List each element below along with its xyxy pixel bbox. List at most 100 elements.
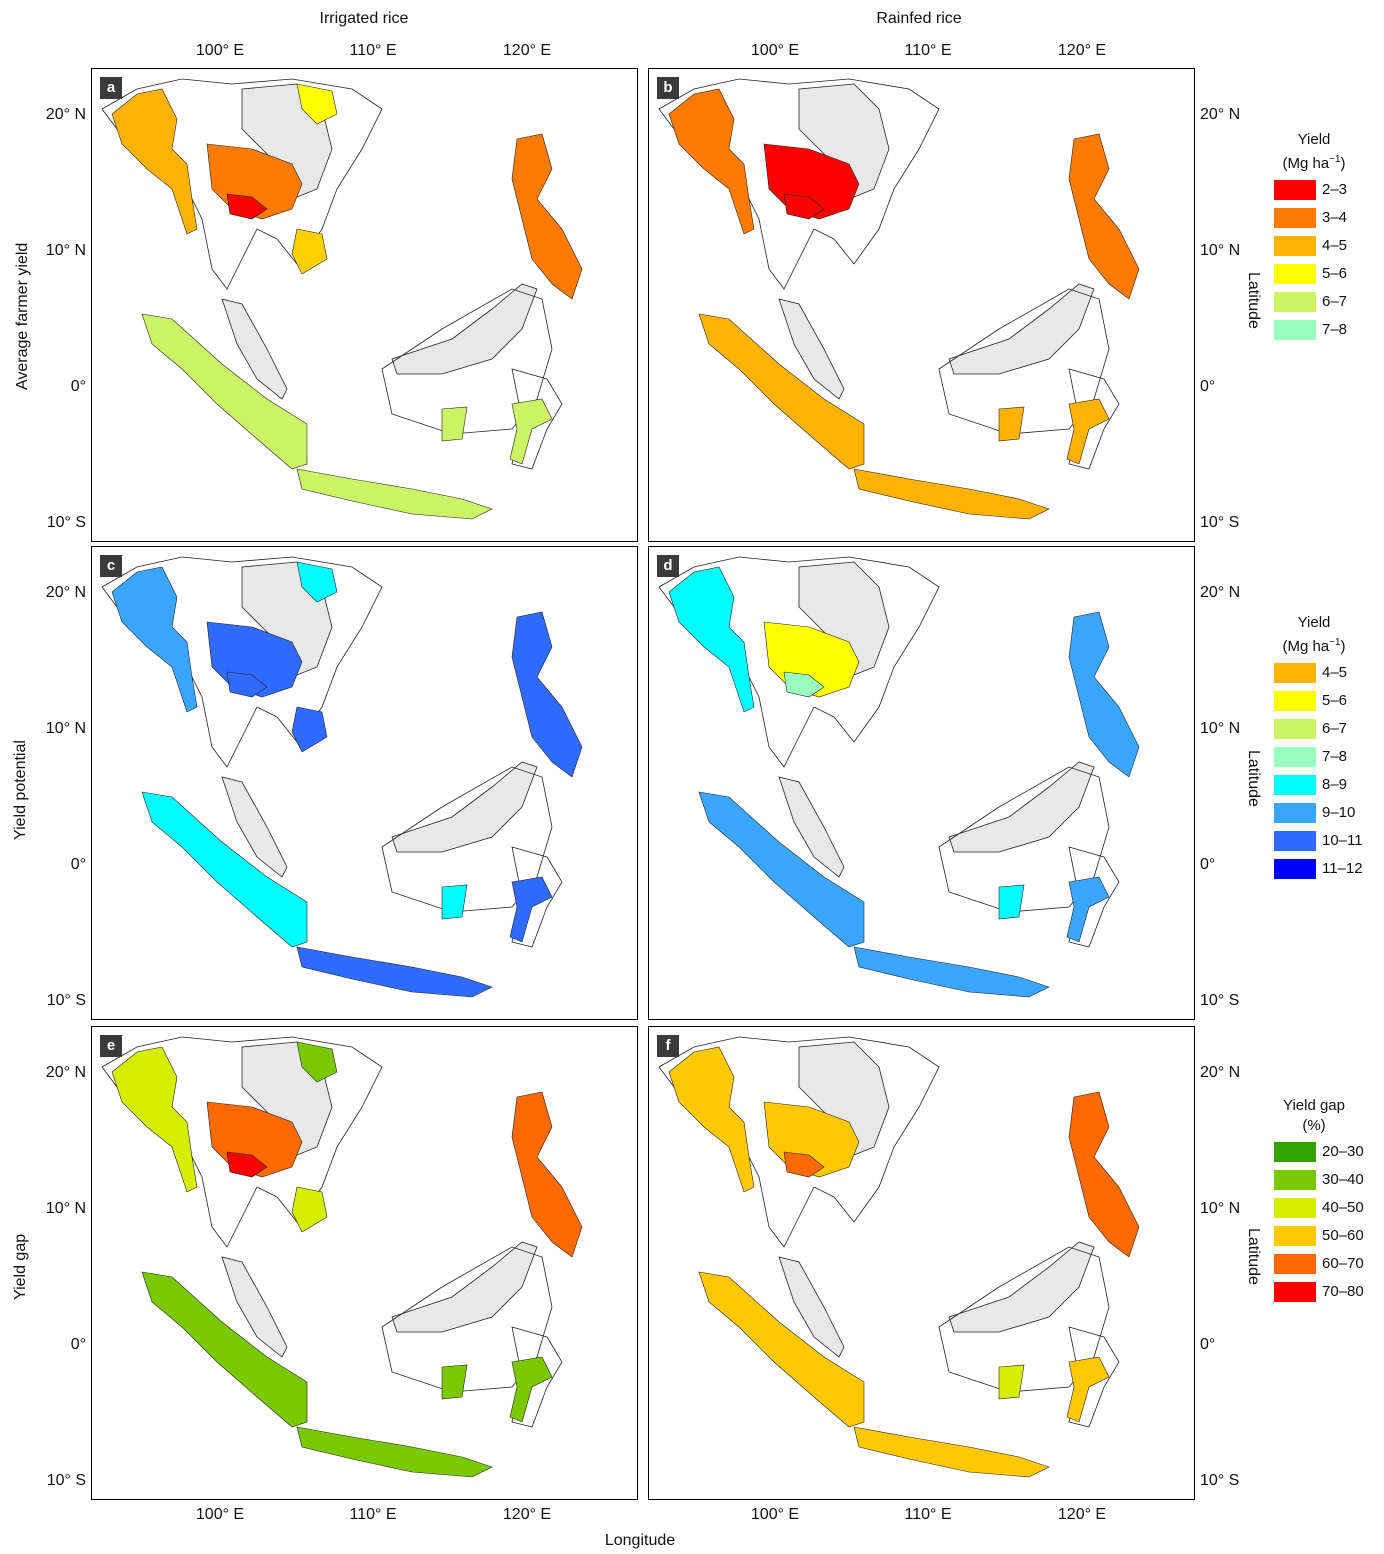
legend-swatch — [1274, 747, 1316, 767]
map-svg-f — [658, 1036, 1140, 1478]
region-vietnam-n — [296, 561, 338, 603]
map-panel-a: a — [91, 68, 638, 542]
region-thai-core — [783, 1151, 825, 1178]
legend-swatch — [1274, 831, 1316, 851]
region-sulawesi — [509, 398, 553, 465]
country-borneo_n — [391, 283, 538, 375]
coastline-outline — [938, 766, 1110, 913]
region-vietnam-s — [291, 706, 328, 753]
x-axis-title: Longitude — [604, 1532, 676, 1549]
x-tick-top-left-110: 110° E — [349, 42, 397, 59]
country-borneo_n — [391, 761, 538, 853]
region-java — [296, 468, 493, 520]
legend-label: 3–4 — [1322, 209, 1348, 226]
panel-label-a: a — [100, 77, 122, 99]
row-title-yield-potential: Yield potential — [12, 740, 29, 840]
lat-tick-left-r2-1: 10° N — [45, 1200, 86, 1217]
panel-label-f: f — [657, 1035, 679, 1057]
column-title-rainfed: Rainfed rice — [876, 10, 962, 27]
region-sulawesi — [509, 876, 553, 943]
x-tick-top-right-120: 120° E — [1057, 42, 1107, 59]
lat-tick-left-r1-1: 10° N — [45, 720, 86, 737]
legend-swatch — [1274, 1142, 1316, 1162]
region-sumatra — [698, 313, 865, 470]
lat-tick-right-r1-0: 20° N — [1200, 584, 1241, 601]
region-myanmar — [668, 566, 755, 713]
lat-tick-left-r0-2: 0° — [70, 378, 86, 395]
legend-label: 6–7 — [1322, 720, 1348, 737]
region-sumatra — [698, 1271, 865, 1428]
legend-yield-gap: Yield gap (%) 20–30 30–40 40–50 50–60 60–70 7… — [1254, 1096, 1379, 1310]
country-malaya — [778, 298, 845, 400]
legend-swatch — [1274, 1226, 1316, 1246]
x-tick-bottom-right-120: 120° E — [1057, 1506, 1107, 1523]
map-panel-c: c — [91, 546, 638, 1020]
country-malaya — [221, 776, 288, 878]
region-sulawesi — [1066, 1356, 1110, 1423]
region-philippines — [511, 1091, 583, 1258]
lat-tick-left-r1-0: 20° N — [45, 584, 86, 601]
legend-label: 5–6 — [1322, 692, 1348, 709]
region-philippines — [1068, 133, 1140, 300]
country-laos — [798, 1041, 890, 1158]
legend-title: Yield gap (%) — [1283, 1097, 1345, 1134]
x-tick-bottom-left-120: 120° E — [502, 1506, 552, 1523]
legend-title: Yield (Mg ha−1) — [1282, 614, 1346, 655]
region-philippines — [511, 611, 583, 778]
lat-tick-right-r2-1: 10° N — [1200, 1200, 1241, 1217]
lat-tick-left-r1-2: 0° — [70, 856, 86, 873]
region-myanmar — [111, 566, 198, 713]
region-myanmar — [668, 88, 755, 235]
map-panel-e: e — [91, 1026, 638, 1500]
region-philippines — [1068, 611, 1140, 778]
lat-tick-right-r1-2: 0° — [1200, 856, 1216, 873]
lat-tick-left-r1-3: 10° S — [46, 992, 86, 1009]
legend-swatch — [1274, 236, 1316, 256]
legend-swatch — [1274, 1170, 1316, 1190]
legend-label: 6–7 — [1322, 293, 1348, 310]
region-thai-core — [226, 671, 268, 698]
legend-label: 8–9 — [1322, 776, 1348, 793]
legend-swatch — [1274, 264, 1316, 284]
legend-swatch — [1274, 320, 1316, 340]
panel-label-e: e — [100, 1035, 122, 1057]
region-myanmar — [111, 88, 198, 235]
legend-label: 10–11 — [1322, 832, 1363, 849]
legend-label: 2–3 — [1322, 181, 1348, 198]
country-malaya — [778, 776, 845, 878]
region-borneo-s — [998, 1364, 1025, 1400]
map-svg-d — [658, 556, 1140, 998]
country-malaya — [778, 1256, 845, 1358]
coastline-outline — [381, 766, 553, 913]
lat-tick-left-r2-0: 20° N — [45, 1064, 86, 1081]
region-vietnam-n — [296, 83, 338, 125]
region-thai-core — [783, 193, 825, 220]
x-tick-bottom-right-100: 100° E — [750, 1506, 800, 1523]
lat-tick-left-r0-0: 20° N — [45, 106, 86, 123]
region-sumatra — [141, 313, 308, 470]
region-java — [853, 468, 1050, 520]
region-philippines — [1068, 1091, 1140, 1258]
map-panel-b: b — [648, 68, 1195, 542]
region-borneo-s — [441, 1364, 468, 1400]
country-malaya — [221, 298, 288, 400]
country-laos — [798, 83, 890, 200]
legend-swatch — [1274, 1282, 1316, 1302]
x-tick-bottom-left-110: 110° E — [349, 1506, 397, 1523]
coastline-outline — [381, 288, 553, 435]
region-vietnam-n — [296, 1041, 338, 1083]
legend-label: 4–5 — [1322, 664, 1348, 681]
lat-tick-right-r0-1: 10° N — [1200, 242, 1241, 259]
map-svg-c — [101, 556, 583, 998]
map-panel-f: f — [648, 1026, 1195, 1500]
lat-tick-right-r2-2: 0° — [1200, 1336, 1216, 1353]
region-thai-core — [226, 1151, 268, 1178]
panel-label-b: b — [657, 77, 679, 99]
legend-label: 20–30 — [1322, 1143, 1364, 1160]
region-sulawesi — [509, 1356, 553, 1423]
legend-swatch — [1274, 803, 1316, 823]
lat-tick-right-r1-1: 10° N — [1200, 720, 1241, 737]
lat-tick-right-r0-3: 10° S — [1200, 514, 1240, 531]
map-svg-a — [101, 78, 583, 520]
legend-label: 4–5 — [1322, 237, 1348, 254]
